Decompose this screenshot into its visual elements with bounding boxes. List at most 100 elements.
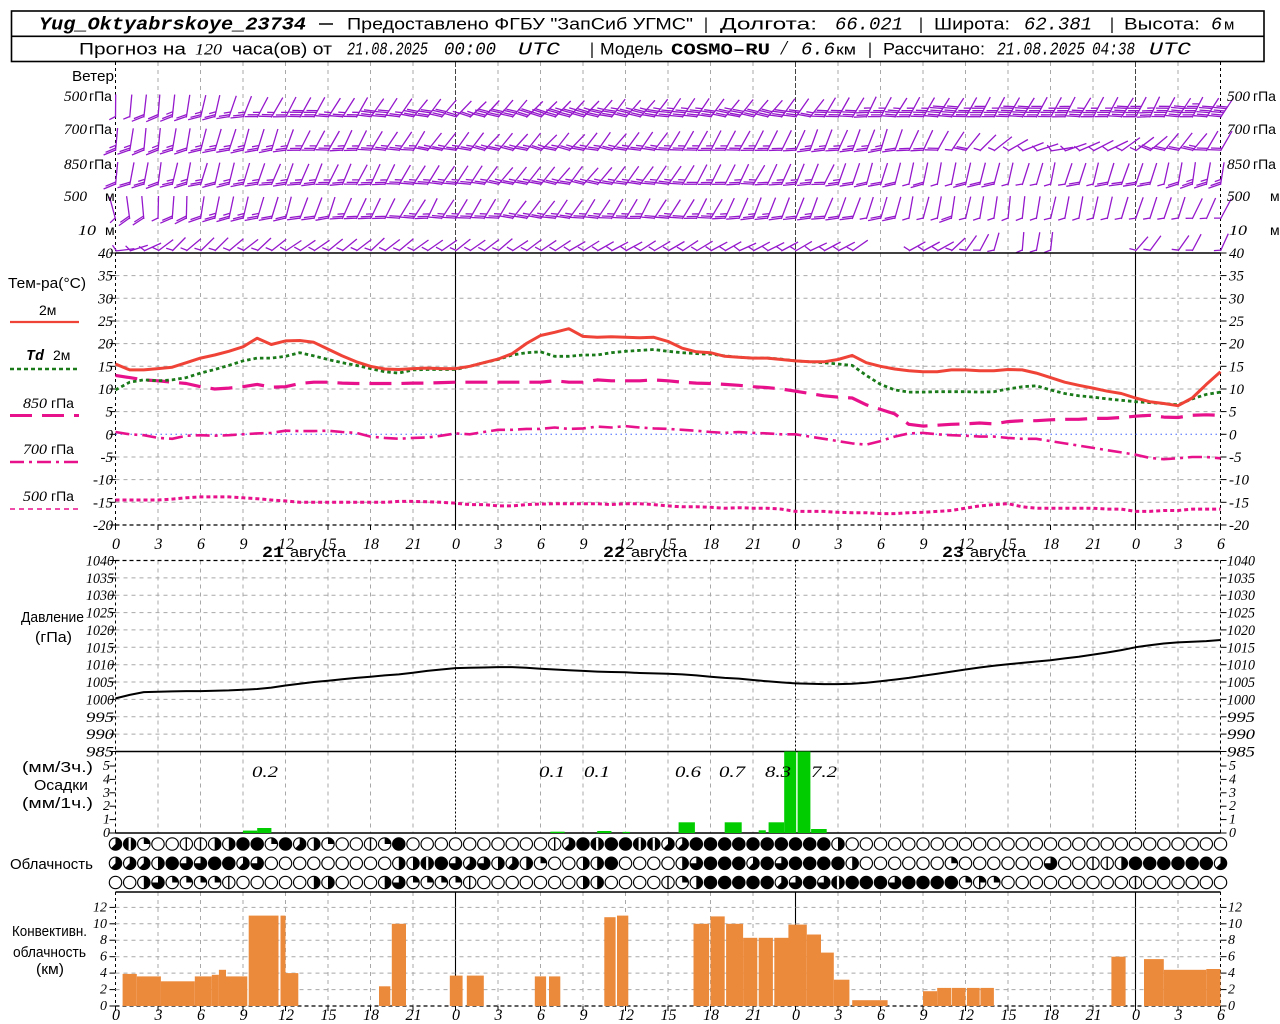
svg-text:|: | [919,16,923,34]
svg-text:9: 9 [240,1007,248,1024]
svg-text:8: 8 [1228,933,1235,948]
svg-text:21: 21 [746,536,762,553]
svg-text:10: 10 [98,382,114,398]
svg-text:-15: -15 [93,495,113,511]
svg-text:21: 21 [746,1007,762,1024]
svg-text:35: 35 [97,269,114,285]
svg-text:6: 6 [877,536,885,553]
svg-text:5: 5 [1229,405,1237,421]
svg-text:5: 5 [1229,759,1236,774]
svg-text:12: 12 [278,1007,294,1024]
svg-text:0.1: 0.1 [584,764,610,781]
svg-text:23: 23 [942,544,964,562]
svg-text:Облачность: Облачность [10,856,93,873]
svg-text:гПа: гПа [51,488,74,504]
svg-text:UTC: UTC [1149,41,1191,61]
svg-text:августа: августа [290,544,347,561]
svg-text:3: 3 [494,536,503,553]
svg-text:985: 985 [1227,745,1256,761]
svg-text:6: 6 [100,950,107,965]
svg-text:2м: 2м [53,347,70,363]
svg-text:гПа: гПа [1253,121,1276,137]
svg-text:990: 990 [86,727,115,743]
svg-text:12: 12 [618,1007,634,1024]
svg-text:0.2: 0.2 [252,764,278,781]
svg-text:15: 15 [1001,1007,1017,1024]
svg-text:1: 1 [103,813,110,828]
svg-text:2м: 2м [39,302,56,318]
svg-text:15: 15 [1001,536,1017,553]
svg-text:1000: 1000 [1227,692,1255,708]
svg-text:12: 12 [618,536,634,553]
svg-text:5: 5 [103,759,110,774]
svg-text:0: 0 [452,536,460,553]
svg-text:-10: -10 [1229,473,1249,489]
svg-text:30: 30 [1228,291,1245,307]
svg-text:15: 15 [321,1007,337,1024]
svg-text:гПа: гПа [89,121,112,137]
svg-text:0: 0 [1132,536,1140,553]
svg-text:500: 500 [64,189,88,205]
svg-text:1015: 1015 [1227,640,1255,656]
svg-text:6: 6 [1217,536,1225,553]
svg-text:25: 25 [1229,314,1245,330]
svg-text:м: м [1224,17,1234,34]
svg-text:62.381: 62.381 [1024,16,1092,36]
svg-text:0: 0 [100,999,107,1014]
svg-text:августа: августа [631,544,688,561]
svg-text:990: 990 [1227,727,1256,743]
svg-text:8.3: 8.3 [765,764,791,781]
svg-text:Долгота:: Долгота: [720,16,817,34]
svg-text:12: 12 [1228,900,1242,915]
svg-text:м: м [105,188,115,204]
svg-text:UTC: UTC [518,41,560,61]
svg-text:500: 500 [64,89,88,105]
svg-text:Высота:: Высота: [1124,16,1200,34]
svg-text:21: 21 [406,536,422,553]
svg-text:1020: 1020 [1227,623,1255,639]
svg-text:15: 15 [661,536,677,553]
svg-text:18: 18 [703,1007,719,1024]
svg-text:00:00: 00:00 [444,41,496,61]
svg-text:1005: 1005 [1227,675,1255,691]
svg-text:3: 3 [834,536,843,553]
svg-text:3: 3 [154,1007,163,1024]
svg-text:2: 2 [100,983,107,998]
svg-text:1035: 1035 [1227,571,1255,587]
svg-text:(гПа): (гПа) [35,629,72,646]
svg-text:(мм/3ч.): (мм/3ч.) [22,759,93,776]
svg-text:7.2: 7.2 [811,764,837,781]
svg-text:-10: -10 [93,473,113,489]
svg-text:21.08.2025: 21.08.2025 [347,41,428,61]
svg-text:10: 10 [78,223,97,239]
svg-text:850: 850 [23,396,48,412]
svg-text:|: | [868,41,872,59]
svg-text:15: 15 [321,536,337,553]
svg-text:6: 6 [197,1007,205,1024]
svg-text:15: 15 [1229,359,1245,375]
svg-text:1040: 1040 [86,554,114,570]
svg-text:995: 995 [86,710,115,726]
svg-text:22: 22 [603,544,625,562]
svg-text:часа(ов) от: часа(ов) от [232,41,333,59]
svg-text:м: м [1270,222,1280,238]
svg-text:6.6: 6.6 [801,41,835,61]
svg-text:0: 0 [1229,826,1236,841]
svg-text:Td: Td [26,348,45,365]
svg-text:3: 3 [154,536,163,553]
svg-text:0: 0 [106,427,114,443]
svg-text:2: 2 [1229,799,1236,814]
svg-text:-20: -20 [93,518,113,534]
svg-text:км: км [836,42,856,59]
svg-text:Предоставлено ФГБУ "ЗапСиб УГМ: Предоставлено ФГБУ "ЗапСиб УГМС" [347,16,693,34]
svg-text:1030: 1030 [1227,588,1255,604]
svg-text:850: 850 [64,157,88,173]
svg-text:гПа: гПа [51,441,74,457]
svg-text:18: 18 [363,1007,379,1024]
svg-text:6: 6 [1211,16,1222,36]
svg-text:40: 40 [98,246,114,262]
svg-text:40: 40 [1229,246,1245,262]
svg-text:12: 12 [278,536,294,553]
svg-text:35: 35 [1228,269,1245,285]
svg-text:-20: -20 [1229,518,1249,534]
